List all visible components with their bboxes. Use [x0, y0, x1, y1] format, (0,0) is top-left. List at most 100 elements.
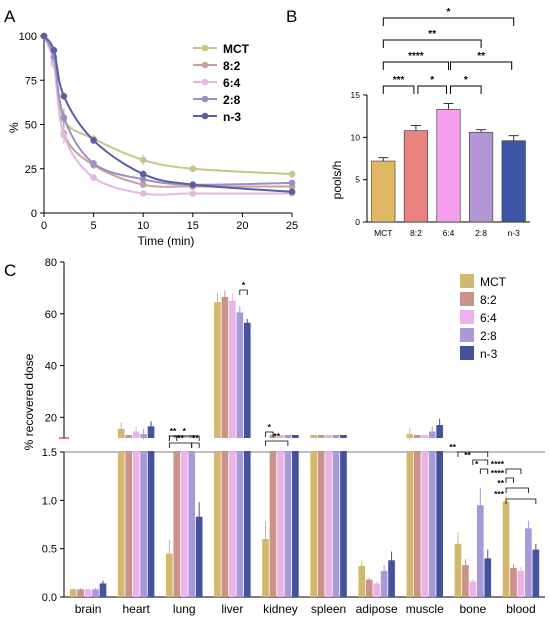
panel-a-series-6-4-point: [90, 174, 97, 181]
panel-c-legend-swatch-6-4: [460, 310, 474, 324]
panel-c-significance-bracket-bone: [479, 468, 489, 474]
panel-b-significance-bracket: [382, 39, 482, 48]
panel-b-x-tick-label: 2:8: [475, 228, 487, 238]
panel-a-series-8-2-line: [43, 35, 293, 188]
panel-c-legend-label-mct: MCT: [480, 275, 507, 289]
panel-c-significance-label-lung: **: [170, 426, 177, 436]
panel-a-series-n-3-point: [288, 188, 296, 196]
panel-c-bar-spleen-6-4: [325, 451, 332, 597]
panel-c-bar-kidney-6-4-upper: [277, 435, 284, 438]
panel-c-significance-label-lung: *: [183, 426, 187, 436]
panel-c-significance-bracket-blood: [505, 498, 537, 504]
panel-c-bar-liver-mct-upper: [214, 302, 221, 438]
panel-c-bar-heart-mct: [117, 451, 125, 597]
panel-c-bar-spleen-n-3-upper: [340, 435, 347, 438]
panel-a-legend-label-n-3: n-3: [223, 110, 241, 124]
panel-c-bar-lung-mct: [166, 553, 173, 597]
panel-c-bar-brain-2-8: [92, 589, 99, 597]
panel-c-bar-muscle-n-3: [436, 451, 443, 597]
panel-c-significance-bracket-blood: [505, 468, 522, 474]
panel-c-significance-label-blood: ***: [494, 489, 505, 499]
panel-c-y-tick-label: 20: [45, 412, 57, 424]
panel-c-bar-adipose-6-4: [373, 583, 380, 597]
panel-c-bar-blood-2-8: [525, 528, 532, 597]
panel-c-bar-kidney-mct: [262, 539, 269, 597]
panel-c-bar-heart-n-3-upper: [147, 426, 155, 438]
panel-c-bar-adipose-2-8: [380, 570, 388, 597]
panel-c-bar-heart-n-3: [147, 451, 155, 597]
panel-c-bar-chart: % recovered dose 0.0 0.5 1.0 1.5 20 40 60 80 bra…: [22, 257, 545, 616]
panel-c-bar-kidney-2-8-upper: [284, 435, 292, 438]
panel-c-x-tick-label-adipose: adipose: [356, 602, 398, 616]
panel-a-y-tick-label: 0: [31, 208, 37, 220]
panel-c-x-tick-label-lung: lung: [173, 602, 196, 616]
panel-a-legend-marker-8-2: [201, 61, 209, 69]
panel-c-bar-spleen-8-2: [317, 451, 325, 597]
panel-c-bar-adipose-mct: [358, 566, 366, 597]
panel-c-significance-bracket-bone: [472, 459, 489, 465]
panel-c-bar-lung-6-4-upper: [180, 435, 188, 438]
panel-a-legend-marker-6-4: [201, 78, 209, 86]
panel-c-y-axis-label: % recovered dose: [22, 353, 36, 450]
panel-c-y-tick-label: 1.5: [42, 447, 57, 459]
panel-c-bar-brain-8-2: [77, 589, 84, 597]
panel-c-bar-heart-2-8: [140, 451, 147, 597]
panel-letter-c: C: [4, 261, 16, 280]
panel-b-significance-bracket: [382, 85, 415, 94]
panel-c-significance-bracket-kidney: [265, 431, 274, 437]
panel-a-legend-marker-mct: [201, 44, 209, 52]
panel-b-bar-mct: [371, 160, 396, 223]
panel-c-legend-label-n-3: n-3: [480, 347, 498, 361]
panel-c-bar-spleen-2-8-upper: [332, 435, 340, 438]
panel-a-legend-label-mct: MCT: [223, 42, 250, 56]
panel-b-x-tick-label: n-3: [508, 228, 521, 238]
panel-c-bar-adipose-n-3: [388, 560, 395, 597]
panel-c-significance-label-blood: ****: [491, 468, 505, 478]
panel-a-legend-marker-n-3: [201, 112, 209, 120]
panel-a-legend-label-8-2: 8:2: [223, 59, 241, 73]
panel-a-legend-marker-2-8: [201, 95, 209, 103]
panel-c-significance-label-liver: *: [242, 280, 246, 290]
panel-c-significance-label-kidney: **: [273, 431, 280, 441]
panel-c-bar-kidney-6-4: [277, 451, 284, 597]
panel-a-x-tick-label: 25: [286, 220, 298, 232]
panel-c-significance-label-bone: **: [464, 450, 471, 460]
panel-c-bar-bone-6-4: [469, 581, 477, 597]
panel-a-series-mct-point: [139, 156, 147, 164]
panel-c-bar-heart-8-2: [125, 451, 133, 597]
panel-b-bar-6-4: [436, 109, 461, 223]
panel-c-y-tick-label: 80: [45, 257, 57, 269]
panel-c-legend-swatch-8-2: [460, 292, 474, 306]
panel-a-series-2-8-point: [90, 160, 97, 167]
panel-b-significance-label: *: [464, 75, 468, 86]
panel-b-significance-bracket: [450, 61, 513, 70]
panel-c-bar-kidney-n-3-upper: [292, 435, 299, 438]
panel-c-legend-label-8-2: 8:2: [480, 293, 497, 307]
panel-c-bar-lung-8-2: [173, 451, 181, 597]
panel-a-line-chart: % Time (min) 0 5 10 15 20 25 0 25 50 75 100 MCT 8:2 6…: [7, 31, 298, 248]
panel-c-bar-adipose-8-2: [365, 579, 373, 597]
panel-c-x-tick-label-muscle: muscle: [406, 602, 444, 616]
panel-b-significance-label: ****: [408, 51, 424, 62]
panel-b-significance-bracket: [382, 61, 449, 70]
panel-a-legend-label-6-4: 6:4: [223, 76, 241, 90]
panel-c-bar-lung-6-4: [180, 451, 188, 597]
panel-c-y-tick-label: 40: [45, 361, 57, 373]
panel-a-x-tick-label: 5: [91, 220, 97, 232]
panel-c-bar-blood-6-4: [517, 570, 525, 597]
panel-c-bar-liver-8-2: [221, 451, 229, 597]
panel-c-bar-muscle-8-2: [413, 451, 421, 597]
panel-c-bar-blood-n-3: [532, 549, 540, 597]
panel-c-bar-liver-8-2-upper: [221, 296, 229, 438]
panel-b-significance-label: **: [428, 29, 436, 40]
panel-b-y-tick-label: 5: [355, 175, 360, 185]
panel-b-significance-bracket: [417, 85, 447, 94]
panel-a-series-6-4-point: [189, 190, 197, 197]
panel-c-x-tick-label-blood: blood: [506, 602, 535, 616]
panel-c-bar-bone-n-3: [484, 558, 492, 597]
panel-c-significance-label-lung: **: [177, 433, 184, 443]
panel-c-bar-brain-6-4: [84, 589, 92, 597]
panel-b-significance-label: ***: [393, 75, 405, 86]
panel-c-bar-lung-n-3: [195, 516, 203, 597]
panel-c-bar-kidney-2-8: [284, 451, 292, 597]
